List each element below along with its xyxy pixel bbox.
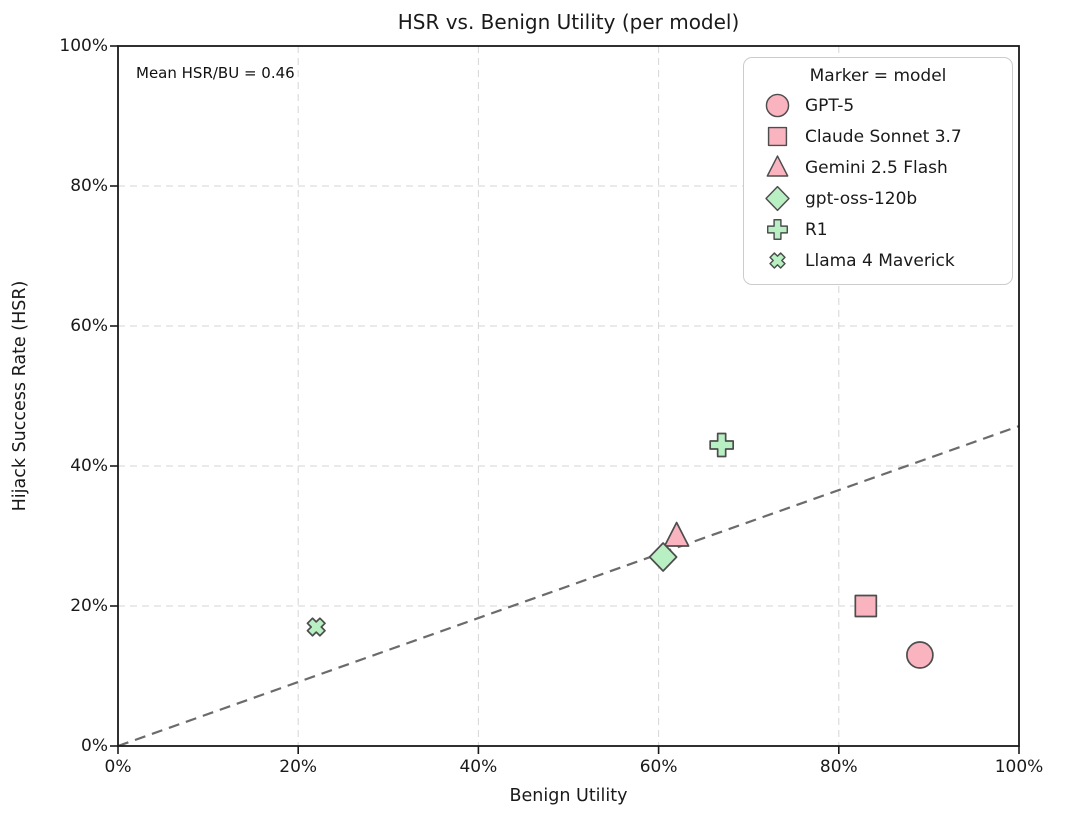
legend-title: Marker = model <box>809 66 947 86</box>
triangle-marker-icon <box>766 155 789 177</box>
legend-item-gpt-oss-120b: gpt-oss-120b <box>744 183 1012 214</box>
legend-label: GPT-5 <box>805 95 855 116</box>
y-tick-label: 60% <box>70 316 108 336</box>
legend-item-gemini-2-5-flash: Gemini 2.5 Flash <box>744 152 1012 183</box>
mean-ratio-annotation: Mean HSR/BU = 0.46 <box>136 64 295 82</box>
diamond-marker-glyph <box>765 185 790 212</box>
y-tick-label: 100% <box>59 36 108 56</box>
legend-label: Claude Sonnet 3.7 <box>805 126 962 147</box>
legend-label: gpt-oss-120b <box>805 188 918 209</box>
chart-title: HSR vs. Benign Utility (per model) <box>397 10 740 34</box>
marker-gpt-oss-120b <box>648 542 678 572</box>
y-tick-label: 80% <box>70 176 108 196</box>
legend-item-claude-sonnet-3-7: Claude Sonnet 3.7 <box>744 121 1012 152</box>
legend: Marker = model GPT-5 Claude Sonnet 3.7 Gem… <box>743 57 1013 285</box>
plot-border <box>117 45 1020 747</box>
circle-marker-icon <box>765 93 790 118</box>
x-tick-label: 20% <box>279 757 318 777</box>
marker-r1 <box>709 432 735 458</box>
mean-ratio-line <box>117 425 1020 748</box>
y-tick-label: 20% <box>70 596 108 616</box>
circle-marker-glyph <box>765 93 790 118</box>
marker-gpt-5 <box>906 641 934 669</box>
legend-items: GPT-5 Claude Sonnet 3.7 Gemini 2.5 Flash gp… <box>744 90 1012 276</box>
triangle-marker-glyph <box>766 155 789 177</box>
square-marker-glyph <box>767 126 788 147</box>
plus-marker-icon <box>767 219 788 240</box>
x-marker-glyph <box>769 252 786 269</box>
x-marker-icon <box>769 252 786 269</box>
x-axis-label: Benign Utility <box>509 786 628 806</box>
y-tick-label: 0% <box>81 736 108 756</box>
y-tick-label: 40% <box>70 456 108 476</box>
x-tick-label: 0% <box>104 757 132 777</box>
marker-claude-sonnet-3-7 <box>854 594 878 618</box>
legend-item-gpt-5: GPT-5 <box>744 90 1012 121</box>
legend-label: Gemini 2.5 Flash <box>805 157 948 178</box>
diamond-marker-icon <box>765 185 790 212</box>
x-tick-label: 80% <box>819 757 858 777</box>
x-tick-label: 100% <box>994 757 1044 777</box>
x-tick-label: 60% <box>639 757 678 777</box>
legend-label: Llama 4 Maverick <box>805 250 955 271</box>
plus-marker-glyph <box>767 219 788 240</box>
marker-gemini-2-5-flash <box>663 521 690 547</box>
legend-item-llama-4-maverick: Llama 4 Maverick <box>744 245 1012 276</box>
marker-llama-4-maverick <box>306 617 326 637</box>
x-tick-label: 40% <box>459 757 498 777</box>
square-marker-icon <box>767 126 788 147</box>
legend-item-r1: R1 <box>744 214 1012 245</box>
legend-label: R1 <box>805 219 828 240</box>
